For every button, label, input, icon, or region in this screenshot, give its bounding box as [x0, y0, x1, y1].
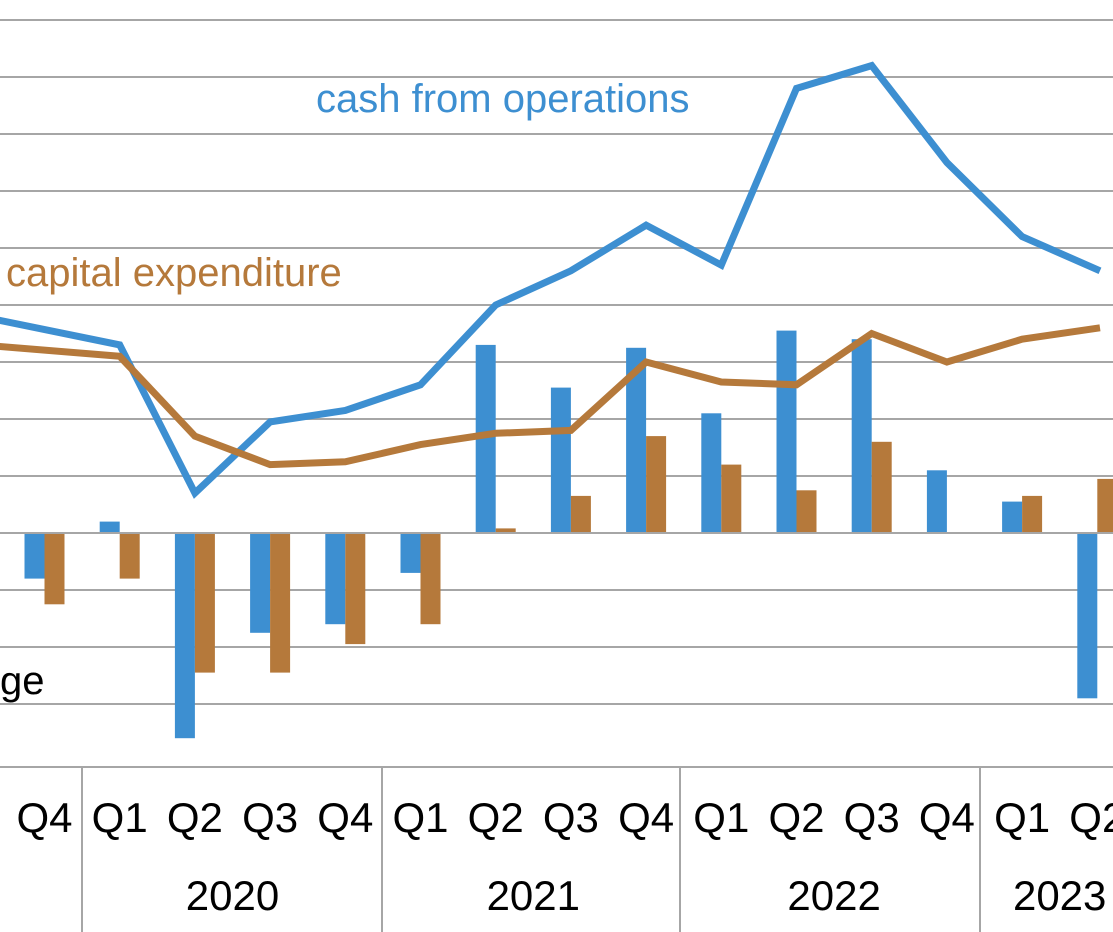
- capex-change-bar: [495, 528, 516, 533]
- tick-label: Q3: [844, 794, 900, 841]
- tick-label: Q2: [468, 794, 524, 841]
- tick-label: Q4: [919, 794, 975, 841]
- cash-change-bar: [400, 533, 421, 573]
- tick-label: Q2: [768, 794, 824, 841]
- cash-change-bar: [1077, 533, 1098, 699]
- cash-change-bar: [1002, 501, 1023, 533]
- cash-change-bar: [550, 387, 571, 533]
- cash-change-bar: [174, 533, 195, 739]
- tick-label: Q1: [994, 794, 1050, 841]
- cash-change-bar: [851, 339, 872, 533]
- change-series-label-fragment: ge: [0, 659, 45, 703]
- tick-label: Q2: [1069, 794, 1113, 841]
- cash-change-bar: [475, 344, 496, 533]
- cash-change-bar: [99, 521, 120, 533]
- tick-label: Q1: [392, 794, 448, 841]
- capex-change-bar: [1097, 478, 1113, 533]
- year-label: 2020: [186, 872, 279, 919]
- capex-change-bar: [646, 436, 667, 533]
- capex-change-bar: [1022, 495, 1043, 533]
- tick-label: Q2: [167, 794, 223, 841]
- year-label: 2022: [787, 872, 880, 919]
- cash-change-bar: [325, 533, 346, 625]
- tick-label: Q1: [92, 794, 148, 841]
- tick-label: Q3: [242, 794, 298, 841]
- cash-series-label: cash from operations: [316, 77, 690, 121]
- capex-series-label: capital expenditure: [6, 251, 342, 295]
- lines: [0, 61, 1102, 499]
- capex-change-bar: [194, 533, 215, 673]
- year-label: 2021: [487, 872, 580, 919]
- capex-change-bar: [570, 495, 591, 533]
- capex-change-bar: [420, 533, 441, 625]
- capex-change-bar: [119, 533, 140, 579]
- cash-change-bar: [926, 470, 947, 533]
- cash-change-bar: [24, 533, 45, 579]
- capex-change-bar: [270, 533, 291, 673]
- capex-change-bar: [871, 441, 892, 533]
- capex-change-bar: [44, 533, 65, 605]
- capex-change-bar: [345, 533, 366, 645]
- year-label: 2023: [1013, 872, 1106, 919]
- capex-line: [0, 324, 1101, 469]
- tick-label: Q4: [317, 794, 373, 841]
- cash-change-bar: [776, 330, 797, 533]
- bars: [0, 330, 1113, 739]
- tick-label: Q1: [693, 794, 749, 841]
- cash-change-bar: [250, 533, 271, 633]
- cash-line: [0, 61, 1102, 499]
- tick-label: Q4: [618, 794, 674, 841]
- tick-label: Q3: [543, 794, 599, 841]
- cash-change-bar: [626, 347, 647, 534]
- capex-change-bar: [796, 490, 817, 534]
- category-axis: Q4 Q1 Q2 Q3 Q4 Q1 Q2 Q3 Q4 Q1 Q2 Q3 Q4 Q1 Q2 2020 2021 20…: [0, 766, 1113, 932]
- cash-change-bar: [701, 413, 722, 533]
- capex-change-bar: [721, 464, 742, 533]
- tick-label: Q4: [16, 794, 72, 841]
